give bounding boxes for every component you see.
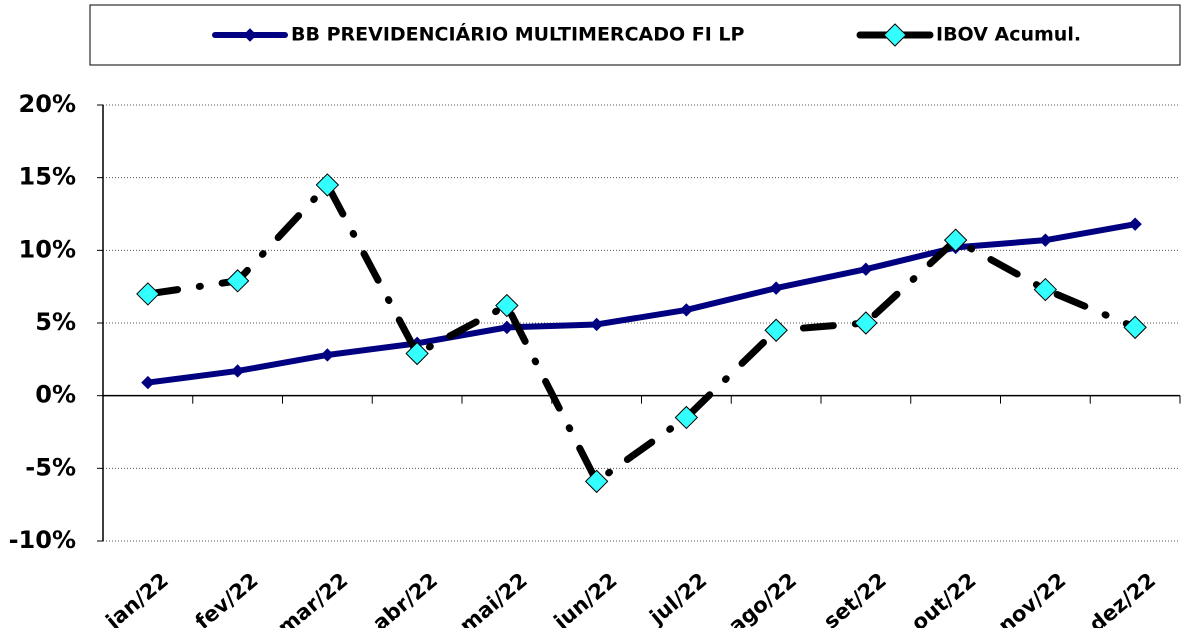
x-tick-label: mar/22: [273, 568, 352, 628]
series-line: [144, 221, 1139, 386]
data-point: [769, 281, 783, 295]
data-point: [674, 405, 699, 430]
legend-marker: [243, 28, 257, 42]
data-point: [854, 311, 878, 335]
x-tick-label: mai/22: [455, 568, 532, 628]
x-tick-label: ago/22: [724, 568, 801, 628]
data-point: [584, 469, 609, 494]
data-point: [1033, 277, 1058, 302]
y-tick-label: 5%: [35, 308, 76, 336]
data-point: [315, 173, 340, 197]
x-tick-label: jun/22: [549, 568, 622, 628]
y-tick-label: -10%: [9, 526, 76, 554]
data-point: [1123, 315, 1147, 340]
x-tick-label: jul/22: [645, 568, 712, 628]
x-tick-label: set/22: [819, 568, 891, 628]
data-point: [1128, 217, 1142, 231]
data-point: [495, 293, 519, 318]
y-tick-label: 0%: [35, 381, 76, 409]
data-point: [136, 282, 160, 306]
y-tick-label: 15%: [19, 163, 76, 191]
series-line: [144, 181, 1139, 485]
x-tick-label: fev/22: [191, 568, 263, 628]
y-tick-label: -5%: [25, 453, 76, 481]
data-point: [859, 262, 873, 276]
data-point: [405, 341, 429, 366]
legend-label: BB PREVIDENCIÁRIO MULTIMERCADO FI LP: [291, 23, 745, 46]
data-point: [230, 364, 245, 378]
x-tick-label: dez/22: [1085, 568, 1160, 628]
x-tick-label: abr/22: [368, 568, 442, 628]
data-point: [320, 348, 335, 362]
y-tick-label: 20%: [19, 90, 76, 118]
data-point: [943, 228, 968, 252]
legend-marker: [883, 23, 907, 47]
legend-label: IBOV Acumul.: [936, 24, 1081, 46]
x-tick-label: out/22: [907, 568, 981, 628]
x-tick-label: nov/22: [994, 568, 1071, 628]
data-point: [1038, 233, 1053, 247]
data-point: [500, 320, 514, 335]
data-point: [589, 317, 604, 332]
y-tick-label: 10%: [19, 235, 76, 263]
data-point: [141, 375, 155, 390]
data-point: [679, 303, 694, 317]
data-point: [764, 318, 788, 342]
data-point: [225, 269, 250, 293]
x-tick-label: jan/22: [101, 568, 173, 628]
